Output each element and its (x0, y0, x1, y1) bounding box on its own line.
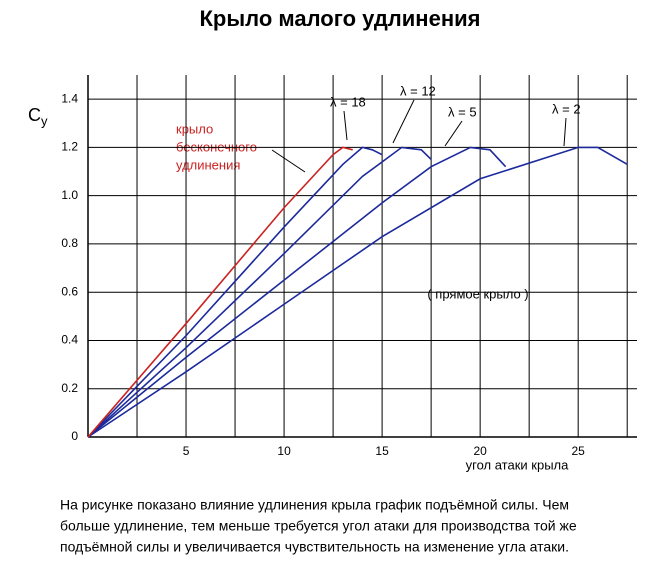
annotation-arrow (271, 149, 306, 173)
line-series (87, 146, 628, 438)
annotation: ( прямое крыло ) (427, 286, 528, 301)
line-series (87, 146, 353, 438)
y-tick-label: 1.2 (61, 140, 78, 154)
series-label: λ = 12 (400, 83, 436, 98)
y-tick-label: 0.8 (61, 236, 78, 250)
x-tick-label: 5 (183, 444, 190, 458)
y-tick-label: 1.0 (61, 188, 78, 202)
x-tick-label: 15 (375, 444, 389, 458)
y-axis-label-sub: y (41, 113, 48, 128)
x-tick-label: 25 (571, 444, 585, 458)
y-tick-label: 0.4 (61, 333, 78, 347)
caption-line: подъёмной силы и увеличивается чувствите… (60, 539, 569, 555)
annotation: удлинения (176, 157, 240, 172)
line-series (87, 146, 383, 438)
x-tick-label: 20 (473, 444, 487, 458)
series-label: λ = 5 (448, 104, 477, 119)
caption-line: больше удлинение, тем меньше требуется у… (60, 518, 577, 534)
annotation: крыло (176, 121, 213, 136)
annotation-arrow (343, 110, 348, 141)
line-series (87, 146, 507, 438)
line-series (87, 146, 432, 438)
series-label: λ = 2 (552, 101, 581, 116)
annotation-arrow (563, 117, 567, 147)
y-tick-label: 0 (71, 429, 78, 443)
y-tick-label: 0.2 (61, 381, 78, 395)
y-tick-label: 0.6 (61, 284, 78, 298)
x-axis-label: угол атаки крыла (466, 457, 569, 472)
series-label: λ = 18 (330, 94, 366, 109)
x-tick-label: 10 (277, 444, 291, 458)
annotation-arrow (392, 99, 415, 144)
annotation-arrow (444, 120, 463, 147)
y-axis-label: C (28, 105, 41, 125)
caption-line: На рисунке показано влияние удлинения кр… (60, 497, 569, 513)
chart-title: Крыло малого удлинения (200, 6, 481, 31)
y-tick-label: 1.4 (61, 91, 78, 105)
